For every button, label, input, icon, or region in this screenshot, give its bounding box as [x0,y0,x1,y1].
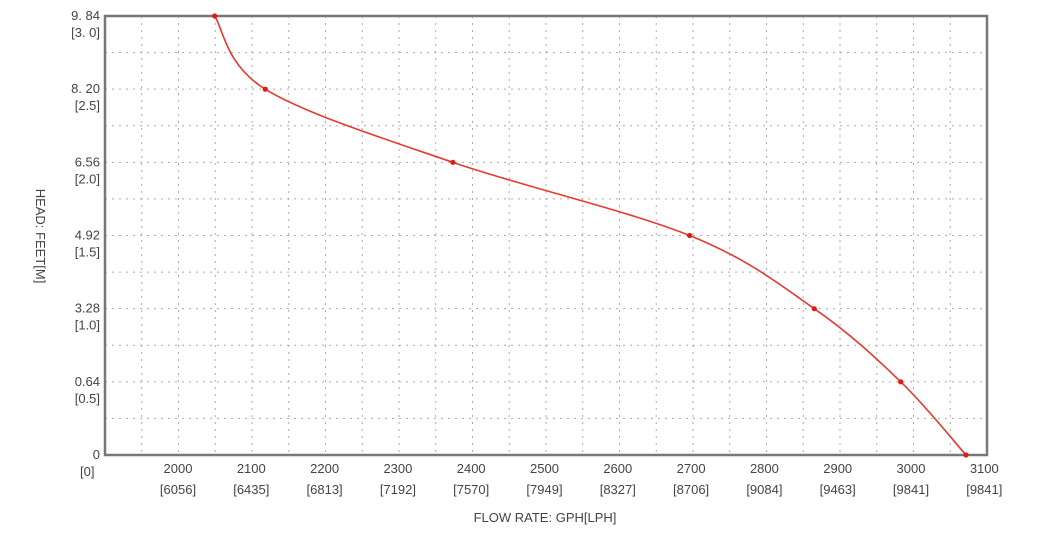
data-point [963,452,969,458]
y-tick-label: 9. 84 [71,8,100,23]
data-point [687,232,693,239]
x-tick-label: 2100 [237,461,266,476]
x-tick-label: 2800 [750,461,779,476]
y-tick-label: 6.56 [75,154,100,169]
x-tick-label-metric: [6813] [307,482,343,497]
x-tick-label: 2700 [677,461,706,476]
y-tick-label-metric: [2.0] [75,171,100,186]
y-tick-label: 0 [93,447,100,462]
plot-frame [103,14,989,457]
x-tick-label-metric: [7570] [453,482,489,497]
y-tick-label-metric: [1.5] [75,245,100,260]
y-tick-label-metric: [1.0] [75,318,100,333]
grid [105,16,987,455]
series-points [212,13,969,458]
y-tick-label-metric: [0] [80,464,94,479]
y-tick-label-metric: [0.5] [75,391,100,406]
data-point [450,159,456,165]
x-axis-ticks: 2000 [6056] 2100 [6435] 2200 [6813] 2300 [7192]… [160,461,1002,497]
data-point [811,306,817,312]
y-tick-label: 8. 20 [71,81,100,96]
x-tick-label-metric: [6056] [160,482,196,497]
y-tick-label: 3.28 [75,301,100,316]
x-tick-label-metric: [9841] [893,482,929,497]
x-tick-label: 3100 [970,461,999,476]
x-tick-label: 2400 [457,461,486,476]
y-tick-label-metric: [2.5] [75,98,100,113]
x-tick-label: 3000 [897,461,926,476]
series-curve [213,15,967,456]
x-tick-label: 2200 [310,461,339,476]
x-tick-label-metric: [9084] [746,482,782,497]
x-tick-label-metric: [7949] [526,482,562,497]
x-axis-label: FLOW RATE: GPH[LPH] [474,510,617,525]
data-point [212,13,218,19]
x-tick-label-metric: [8706] [673,482,709,497]
data-point [898,379,904,385]
x-tick-label-metric: [6435] [233,482,269,497]
x-tick-label: 2000 [164,461,193,476]
y-tick-label: 4.92 [75,228,100,243]
y-tick-label-metric: [3. 0] [71,25,100,40]
x-tick-label-metric: [8327] [600,482,636,497]
x-tick-label: 2600 [603,461,632,476]
y-axis-label: HEAD: FEET[M] [33,189,48,284]
x-tick-label-metric: [9463] [820,482,856,497]
x-tick-label: 2500 [530,461,559,476]
x-tick-label: 2300 [383,461,412,476]
x-tick-label-metric: [7192] [380,482,416,497]
x-tick-label: 2900 [823,461,852,476]
y-axis-ticks: 0 [0] 0.64 [0.5] 3.28 [1.0] 4.92 [1.5] 6.56 [2.0]… [71,8,100,479]
y-tick-label: 0.64 [75,374,100,389]
data-point [262,86,268,92]
x-tick-label-metric: [9841] [966,482,1002,497]
